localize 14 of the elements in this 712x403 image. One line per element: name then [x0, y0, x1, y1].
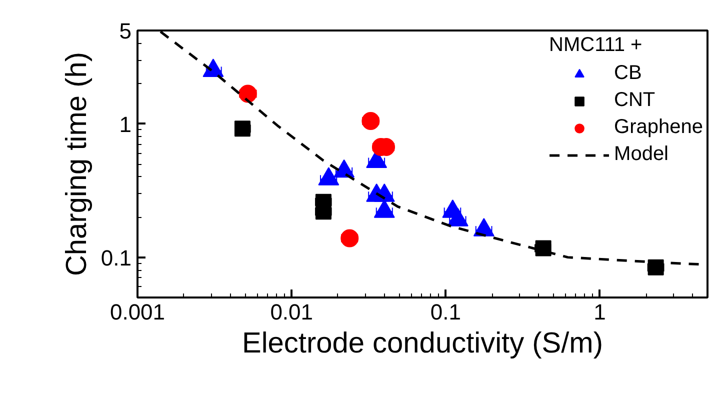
- x-tick-label: 0.01: [270, 300, 314, 324]
- x-tick-label: 1: [594, 300, 606, 324]
- x-tick-label: 0.001: [110, 300, 166, 324]
- y-tick-label: 5: [119, 18, 132, 44]
- x-tick-label: 0.1: [430, 300, 461, 324]
- legend-label: Graphene: [614, 116, 703, 139]
- legend-label: Model: [614, 143, 669, 166]
- y-tick-label: 1: [119, 112, 132, 137]
- legend-title: NMC111 +: [549, 34, 644, 57]
- y-axis-title: Charging time (h): [60, 52, 93, 276]
- legend-label: CNT: [614, 89, 656, 112]
- x-axis-title: Electrode conductivity (S/m): [242, 328, 604, 360]
- legend-label: CB: [614, 62, 642, 85]
- y-tick-label: 0.1: [100, 245, 132, 270]
